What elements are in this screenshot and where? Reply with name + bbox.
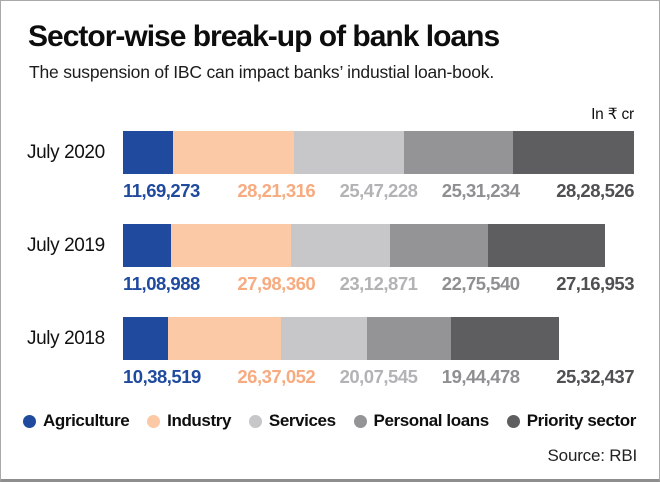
value-label-personal-loans: 19,44,478 [441, 366, 520, 388]
row-label: July 2020 [27, 142, 105, 164]
value-label-priority-sector: 28,28,526 [556, 180, 635, 202]
bar-segment-services [294, 131, 404, 175]
legend: Agriculture Industry Services Personal loan… [23, 410, 636, 432]
row-body: 11,08,988 27,98,360 23,12,871 22,75,540 27,1… [123, 224, 635, 295]
bar-segment-industry [167, 317, 281, 361]
legend-dot-icon [23, 414, 36, 428]
row-body: 10,38,519 26,37,052 20,07,545 19,44,478 25,3… [123, 317, 635, 388]
legend-label: Personal loans [373, 411, 490, 431]
bar-segment-priority-sector [487, 224, 605, 268]
source-label: Source: RBI [547, 446, 638, 466]
value-label-services: 20,07,545 [339, 366, 418, 388]
chart-row: July 2020 11,69,273 28,21,316 25,47,228 25,3… [1, 131, 659, 202]
page-title: Sector-wise break-up of bank loans [28, 20, 500, 53]
value-label-priority-sector: 25,32,437 [556, 366, 635, 388]
bar-segment-services [290, 224, 391, 268]
row-label: July 2018 [27, 328, 105, 350]
stacked-bar [123, 224, 605, 268]
bar-segment-agriculture [123, 317, 168, 361]
value-label-agriculture: 10,38,519 [123, 366, 201, 388]
row-label: July 2019 [27, 235, 105, 257]
legend-item-priority-sector: Priority sector [506, 411, 637, 431]
bar-segment-personal-loans [390, 224, 488, 268]
value-labels-row: 11,69,273 28,21,316 25,47,228 25,31,234 28,2… [123, 180, 635, 202]
chart-rows: July 2020 11,69,273 28,21,316 25,47,228 25,3… [1, 131, 659, 388]
chart-row: July 2019 11,08,988 27,98,360 23,12,871 22,7… [1, 224, 659, 295]
value-label-personal-loans: 22,75,540 [441, 273, 520, 295]
value-label-priority-sector: 27,16,953 [556, 273, 635, 295]
subtitle: The suspension of IBC can impact banks’ … [29, 62, 494, 83]
value-label-industry: 27,98,360 [237, 273, 316, 295]
unit-label: In ₹ cr [591, 106, 634, 124]
bar-segment-priority-sector [512, 131, 634, 175]
value-labels-row: 11,08,988 27,98,360 23,12,871 22,75,540 27,1… [123, 273, 635, 295]
row-body: 11,69,273 28,21,316 25,47,228 25,31,234 28,2… [123, 131, 635, 202]
bar-segment-services [280, 317, 368, 361]
stacked-bar [123, 317, 560, 361]
bar-segment-personal-loans [403, 131, 513, 175]
legend-label: Priority sector [526, 411, 637, 431]
value-label-industry: 28,21,316 [237, 180, 316, 202]
value-labels-row: 10,38,519 26,37,052 20,07,545 19,44,478 25,3… [123, 366, 635, 388]
bar-segment-agriculture [123, 224, 171, 268]
legend-dot-icon [248, 414, 262, 428]
value-label-personal-loans: 25,31,234 [441, 180, 520, 202]
legend-item-services: Services [248, 411, 336, 431]
value-label-services: 25,47,228 [339, 180, 418, 202]
legend-item-personal-loans: Personal loans [353, 411, 490, 431]
bar-segment-industry [170, 224, 291, 268]
legend-label: Industry [167, 411, 232, 431]
bar-segment-industry [173, 131, 295, 175]
value-label-industry: 26,37,052 [237, 366, 316, 388]
value-label-agriculture: 11,08,988 [123, 273, 200, 295]
legend-item-industry: Industry [147, 411, 231, 431]
stacked-bar [123, 131, 634, 175]
legend-dot-icon [506, 414, 520, 428]
legend-label: Services [268, 411, 336, 431]
bar-segment-priority-sector [450, 317, 560, 361]
legend-dot-icon [147, 414, 161, 428]
chart-row: July 2018 10,38,519 26,37,052 20,07,545 19,4… [1, 317, 659, 388]
legend-item-agriculture: Agriculture [23, 411, 130, 431]
bar-segment-agriculture [123, 131, 174, 175]
legend-label: Agriculture [43, 411, 130, 431]
value-label-services: 23,12,871 [339, 273, 418, 295]
value-label-agriculture: 11,69,273 [123, 180, 200, 202]
legend-dot-icon [353, 414, 367, 428]
bar-segment-personal-loans [367, 317, 451, 361]
